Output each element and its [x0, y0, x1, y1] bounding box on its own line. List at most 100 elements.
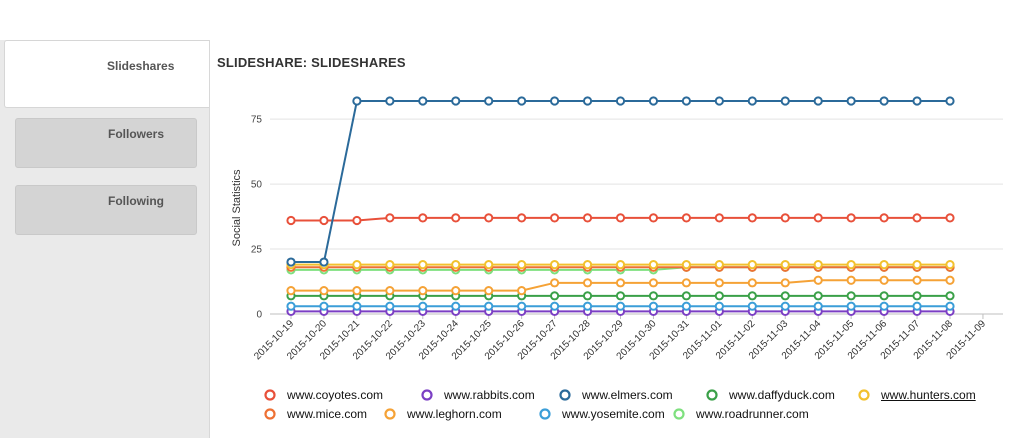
- data-point-elmers: [286, 257, 296, 267]
- data-point-elmers: [484, 96, 494, 106]
- data-point-hunters: [879, 260, 889, 270]
- data-point-elmers: [747, 96, 757, 106]
- data-point-elmers: [550, 96, 560, 106]
- legend-marker-roadrunner: [673, 408, 685, 420]
- data-point-hunters: [747, 260, 757, 270]
- legend-marker-daffyduck: [706, 389, 718, 401]
- data-point-leghorn: [517, 286, 527, 296]
- data-point-leghorn: [681, 278, 692, 288]
- tab-following[interactable]: Following: [15, 185, 197, 235]
- data-point-hunters: [385, 260, 395, 270]
- legend-item-elmers[interactable]: www.elmers.com: [582, 388, 673, 402]
- legend-item-rabbits[interactable]: www.rabbits.com: [444, 388, 535, 402]
- data-point-leghorn: [286, 286, 296, 296]
- legend-item-hunters[interactable]: www.hunters.com: [881, 388, 976, 402]
- data-point-elmers: [780, 96, 790, 106]
- data-point-yosemite: [451, 301, 461, 311]
- chart-title: SLIDESHARE: SLIDESHARES: [217, 55, 406, 70]
- data-point-leghorn: [451, 286, 461, 296]
- legend-marker-rabbits: [421, 389, 433, 401]
- tab-followers[interactable]: Followers: [15, 118, 197, 168]
- data-point-hunters: [550, 260, 560, 270]
- data-point-hunters: [813, 260, 823, 270]
- legend-item-coyotes[interactable]: www.coyotes.com: [287, 388, 384, 402]
- data-point-elmers: [813, 96, 823, 106]
- data-point-leghorn: [582, 278, 593, 288]
- data-point-yosemite: [714, 301, 724, 311]
- data-point-hunters: [582, 260, 593, 270]
- data-point-coyotes: [451, 213, 461, 223]
- data-point-leghorn: [418, 286, 428, 296]
- data-point-yosemite: [319, 301, 329, 311]
- y-tick-label: 25: [251, 245, 263, 256]
- data-point-coyotes: [912, 213, 922, 223]
- data-point-leghorn: [484, 286, 494, 296]
- data-point-coyotes: [418, 213, 428, 223]
- y-tick-label: 0: [256, 310, 262, 321]
- data-point-yosemite: [582, 301, 593, 311]
- data-point-coyotes: [879, 213, 889, 223]
- tab-slideshares[interactable]: Slideshares: [4, 40, 209, 108]
- data-point-hunters: [681, 260, 692, 270]
- data-point-yosemite: [879, 301, 889, 311]
- tab-following-label: Following: [108, 194, 164, 208]
- data-point-elmers: [582, 96, 593, 106]
- data-point-yosemite: [912, 301, 922, 311]
- data-point-daffyduck: [615, 291, 626, 301]
- data-point-leghorn: [846, 275, 856, 285]
- data-point-daffyduck: [879, 291, 889, 301]
- legend-item-daffyduck[interactable]: www.daffyduck.com: [729, 388, 835, 402]
- tab-followers-label: Followers: [108, 127, 165, 141]
- data-point-yosemite: [747, 301, 757, 311]
- data-point-hunters: [352, 260, 362, 270]
- data-point-hunters: [912, 260, 922, 270]
- legend-item-yosemite[interactable]: www.yosemite.com: [562, 407, 665, 421]
- data-point-coyotes: [352, 215, 362, 226]
- data-point-daffyduck: [747, 291, 757, 301]
- data-point-elmers: [385, 96, 395, 106]
- legend-item-mice[interactable]: www.mice.com: [287, 407, 368, 421]
- data-point-elmers: [648, 96, 659, 106]
- data-point-coyotes: [550, 213, 560, 223]
- data-point-yosemite: [945, 301, 955, 311]
- tab-slideshares-label: Slideshares: [107, 59, 175, 73]
- data-point-coyotes: [846, 213, 856, 223]
- data-point-elmers: [319, 257, 329, 267]
- series-line-elmers: [291, 100, 950, 264]
- data-point-yosemite: [517, 301, 527, 311]
- data-point-elmers: [879, 96, 889, 106]
- data-point-hunters: [484, 260, 494, 270]
- data-point-leghorn: [780, 278, 790, 288]
- data-point-coyotes: [747, 213, 757, 223]
- data-point-elmers: [418, 96, 428, 106]
- data-point-hunters: [418, 260, 428, 270]
- data-point-hunters: [846, 260, 856, 270]
- data-point-elmers: [681, 96, 692, 106]
- y-axis-label: Social Statistics: [231, 169, 243, 247]
- data-point-elmers: [945, 96, 955, 106]
- data-point-hunters: [780, 260, 790, 270]
- data-point-yosemite: [615, 301, 626, 311]
- data-point-coyotes: [945, 213, 955, 223]
- data-point-leghorn: [879, 275, 889, 285]
- legend-marker-elmers: [559, 389, 571, 401]
- data-point-hunters: [648, 260, 659, 270]
- legend-item-roadrunner[interactable]: www.roadrunner.com: [696, 407, 809, 421]
- data-point-leghorn: [747, 278, 757, 288]
- data-point-daffyduck: [714, 291, 724, 301]
- data-point-leghorn: [912, 275, 922, 285]
- data-point-coyotes: [517, 213, 527, 223]
- data-point-daffyduck: [648, 291, 659, 301]
- data-point-elmers: [615, 96, 626, 106]
- data-point-elmers: [352, 96, 362, 106]
- data-point-hunters: [451, 260, 461, 270]
- data-point-daffyduck: [550, 291, 560, 301]
- legend-item-leghorn[interactable]: www.leghorn.com: [407, 407, 502, 421]
- legend-marker-coyotes: [264, 389, 276, 401]
- data-point-yosemite: [813, 301, 823, 311]
- data-point-yosemite: [352, 301, 362, 311]
- data-point-leghorn: [945, 275, 955, 285]
- data-point-coyotes: [714, 213, 724, 223]
- legend-marker-mice: [264, 408, 276, 420]
